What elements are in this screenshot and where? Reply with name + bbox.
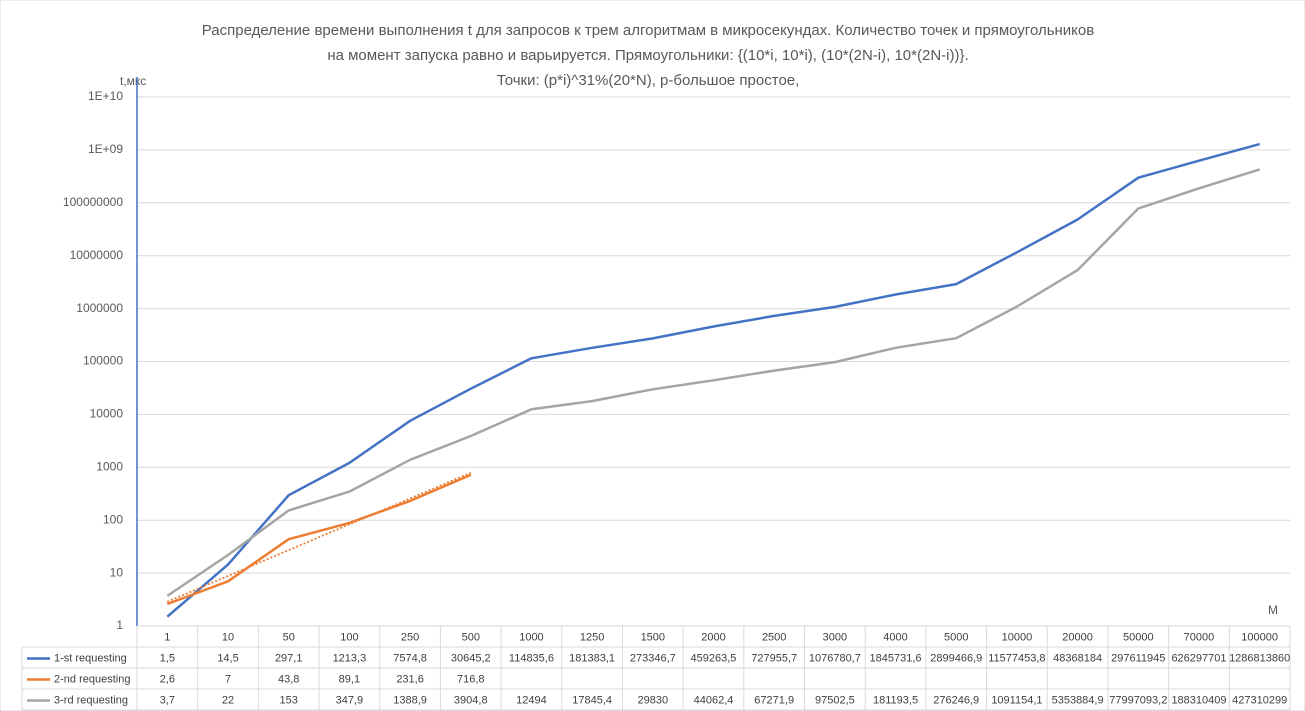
table-value: 1388,9 <box>393 694 427 706</box>
table-value: 77997093,2 <box>1109 694 1167 706</box>
table-value: 30645,2 <box>451 652 491 664</box>
table-value: 427310299 <box>1232 694 1287 706</box>
table-value: 12494 <box>516 694 547 706</box>
chart-title: на момент запуска равно и варьируется. П… <box>327 47 968 64</box>
y-tick-label: 100000 <box>83 354 123 368</box>
x-tick-label: 10000 <box>1002 631 1033 643</box>
table-value: 29830 <box>638 694 669 706</box>
table-value: 273346,7 <box>630 652 676 664</box>
x-tick-label: 70000 <box>1184 631 1215 643</box>
x-tick-label: 4000 <box>883 631 907 643</box>
table-value: 1845731,6 <box>870 652 922 664</box>
y-tick-label: 1 <box>116 618 123 632</box>
y-tick-label: 10 <box>110 565 124 579</box>
table-value: 181383,1 <box>569 652 615 664</box>
table-value: 626297701 <box>1171 652 1226 664</box>
table-value: 459263,5 <box>691 652 737 664</box>
table-value: 11577453,8 <box>988 652 1045 664</box>
y-tick-label: 10000 <box>90 407 124 421</box>
x-tick-label: 100000 <box>1241 631 1278 643</box>
table-value: 97502,5 <box>815 694 855 706</box>
x-tick-label: 5000 <box>944 631 968 643</box>
x-tick-label: 1000 <box>519 631 543 643</box>
y-tick-label: 1E+10 <box>88 89 123 103</box>
y-tick-label: 1E+09 <box>88 142 123 156</box>
y-tick-label: 1000000 <box>76 301 123 315</box>
table-value: 17845,4 <box>572 694 612 706</box>
table-value: 48368184 <box>1053 652 1102 664</box>
table-value: 7 <box>225 673 231 685</box>
table-value: 231,6 <box>396 673 424 685</box>
table-value: 3,7 <box>160 694 175 706</box>
chart-title: Точки: (p*i)^31%(20*N), p-большое просто… <box>497 72 800 89</box>
x-tick-label: 3000 <box>823 631 847 643</box>
x-tick-label: 1500 <box>641 631 665 643</box>
y-axis-label: t,мкс <box>120 74 146 88</box>
x-tick-label: 50000 <box>1123 631 1154 643</box>
y-tick-label: 10000000 <box>70 248 124 262</box>
table-value: 181193,5 <box>873 694 918 706</box>
x-axis-label: M <box>1268 603 1278 617</box>
table-value: 1,5 <box>160 652 175 664</box>
x-tick-label: 1250 <box>580 631 604 643</box>
y-tick-label: 100000000 <box>63 195 123 209</box>
table-value: 114835,6 <box>509 652 554 664</box>
y-tick-label: 1000 <box>96 459 123 473</box>
series-line <box>166 168 1261 597</box>
table-value: 14,5 <box>217 652 238 664</box>
chart-title: Распределение времени выполнения t для з… <box>202 22 1095 39</box>
table-value: 43,8 <box>278 673 299 685</box>
table-value: 1076780,7 <box>809 652 861 664</box>
table-value: 727955,7 <box>751 652 797 664</box>
table-value: 188310409 <box>1171 694 1226 706</box>
table-value: 67271,9 <box>754 694 794 706</box>
table-value: 716,8 <box>457 673 485 685</box>
x-tick-label: 1 <box>164 631 170 643</box>
table-value: 1091154,1 <box>991 694 1042 706</box>
table-value: 89,1 <box>339 673 360 685</box>
table-value: 297,1 <box>275 652 303 664</box>
table-value: 276246,9 <box>933 694 979 706</box>
table-value: 2899466,9 <box>930 652 982 664</box>
series-line <box>166 473 472 606</box>
series-line <box>166 142 1261 618</box>
table-value: 1286813860 <box>1229 652 1290 664</box>
table-value: 5353884,9 <box>1052 694 1104 706</box>
table-value: 3904,8 <box>454 694 488 706</box>
x-tick-label: 2000 <box>701 631 725 643</box>
table-value: 153 <box>280 694 298 706</box>
table-value: 2,6 <box>160 673 175 685</box>
x-tick-label: 250 <box>401 631 419 643</box>
table-value: 44062,4 <box>694 694 734 706</box>
x-tick-label: 2500 <box>762 631 786 643</box>
x-tick-label: 100 <box>340 631 358 643</box>
x-tick-label: 500 <box>462 631 480 643</box>
table-value: 7574,8 <box>393 652 427 664</box>
legend-label: 1-st requesting <box>54 652 127 664</box>
legend-label: 3-rd requesting <box>54 694 128 706</box>
table-value: 297611945 <box>1111 652 1165 664</box>
table-value: 1213,3 <box>333 652 367 664</box>
trendline <box>166 471 472 603</box>
x-tick-label: 50 <box>283 631 295 643</box>
x-tick-label: 20000 <box>1062 631 1093 643</box>
table-value: 347,9 <box>336 694 364 706</box>
y-tick-label: 100 <box>103 512 123 526</box>
legend-label: 2-nd requesting <box>54 673 130 685</box>
x-tick-label: 10 <box>222 631 234 643</box>
table-value: 22 <box>222 694 234 706</box>
